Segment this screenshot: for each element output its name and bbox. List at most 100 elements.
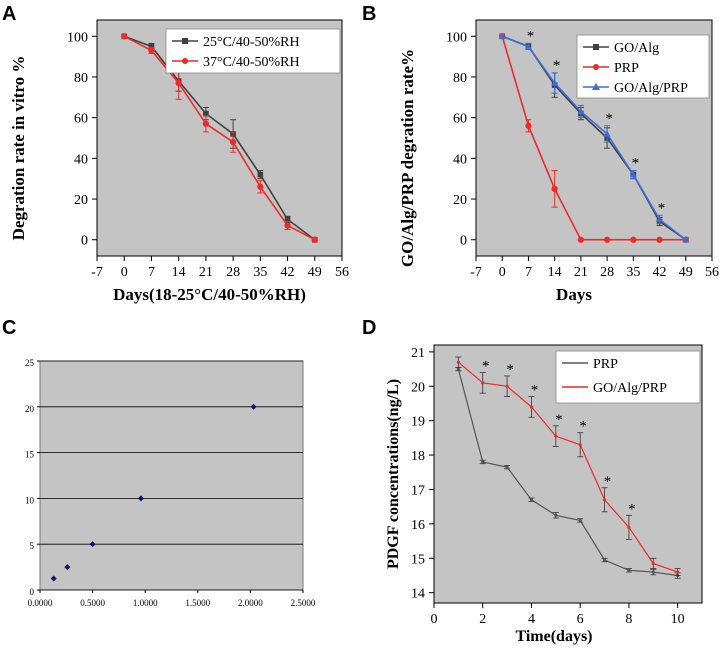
significance-marker: * xyxy=(632,156,640,172)
significance-marker: * xyxy=(527,28,535,44)
data-point xyxy=(203,110,209,117)
significance-marker: * xyxy=(553,58,561,74)
data-point xyxy=(257,171,264,178)
x-tick-label: 0.5000 xyxy=(80,598,105,608)
data-point xyxy=(524,42,532,50)
data-point xyxy=(578,518,582,523)
x-tick-label: -7 xyxy=(91,265,103,280)
legend-box xyxy=(165,28,341,74)
y-tick-label: 80 xyxy=(453,71,467,86)
x-tick-label: 14 xyxy=(172,265,186,280)
data-point xyxy=(529,498,534,502)
y-tick-label: 0 xyxy=(30,587,35,597)
significance-marker: * xyxy=(506,362,514,378)
data-point xyxy=(529,405,534,409)
data-point xyxy=(602,498,607,502)
data-point xyxy=(603,130,611,137)
data-point xyxy=(481,460,485,464)
series-line-prp xyxy=(457,368,678,577)
significance-marker: * xyxy=(555,412,563,428)
y-tick-label: 40 xyxy=(453,152,467,167)
y-tick-label: 20 xyxy=(453,193,467,208)
significance-marker: * xyxy=(482,359,490,375)
significance-marker: * xyxy=(605,111,613,127)
significance-marker: * xyxy=(531,383,539,399)
x-tick-label: 2.5000 xyxy=(291,598,316,608)
data-point xyxy=(602,558,607,562)
x-tick-label: 10 xyxy=(671,612,685,627)
data-point xyxy=(505,465,509,469)
panel-label-b: B xyxy=(362,3,376,25)
x-axis-label: Time(days) xyxy=(515,628,592,645)
data-point xyxy=(651,561,655,566)
data-point xyxy=(651,570,655,574)
data-point xyxy=(229,138,237,146)
x-tick-label: 1.0000 xyxy=(133,598,158,608)
series-line-go-alg-prp xyxy=(501,35,687,241)
legend-label: GO/Alg xyxy=(614,41,659,56)
y-axis-label: PDGF concentrations(ng/L) xyxy=(385,379,402,569)
x-tick-label: 0 xyxy=(499,265,506,280)
data-point xyxy=(578,443,582,447)
x-tick-label: 2 xyxy=(479,612,486,627)
significance-marker: * xyxy=(579,90,587,106)
y-tick-label: 15 xyxy=(411,552,425,567)
data-point xyxy=(630,236,637,243)
data-point xyxy=(64,564,71,571)
x-tick-label: 21 xyxy=(574,265,588,280)
significance-marker: * xyxy=(658,200,666,216)
x-tick-label: 42 xyxy=(653,265,667,280)
legend-label: 25°C/40-50%RH xyxy=(203,35,300,50)
data-point xyxy=(175,79,182,87)
data-point xyxy=(551,79,559,86)
x-tick-label: 49 xyxy=(679,265,693,280)
y-tick-label: 5 xyxy=(30,541,35,551)
data-point xyxy=(50,575,57,582)
significance-marker: * xyxy=(579,419,587,435)
data-point xyxy=(525,122,532,129)
x-tick-label: 49 xyxy=(308,265,322,280)
x-tick-label: 28 xyxy=(226,265,240,280)
y-tick-label: 20 xyxy=(74,193,88,208)
data-point xyxy=(498,32,506,40)
y-tick-label: 18 xyxy=(411,449,425,464)
x-tick-label: 1.5000 xyxy=(185,598,210,608)
data-point xyxy=(284,216,291,223)
x-tick-label: 6 xyxy=(577,612,584,627)
data-point xyxy=(250,403,257,410)
data-point xyxy=(481,381,485,385)
x-tick-label: 4 xyxy=(528,612,535,627)
data-point xyxy=(656,215,664,223)
y-tick-label: 80 xyxy=(74,71,88,86)
y-tick-label: 10 xyxy=(25,495,35,505)
plot-area xyxy=(39,360,304,591)
legend-label: GO/Alg/PRP xyxy=(614,81,688,96)
legend-label: GO/Alg/PRP xyxy=(593,381,667,396)
data-point xyxy=(202,120,210,127)
x-tick-label: 2.0000 xyxy=(238,598,263,608)
legend-label: PRP xyxy=(593,357,618,372)
y-tick-label: 25 xyxy=(25,358,35,368)
x-tick-label: 8 xyxy=(625,612,632,627)
y-tick-label: 0 xyxy=(460,234,467,249)
data-point xyxy=(577,236,585,243)
legend: GO/Alg PRP GO/Alg/PRP xyxy=(576,34,710,99)
data-point xyxy=(456,367,460,371)
x-axis-label: Days(18-25°C/40-50%RH) xyxy=(113,285,306,304)
legend-marker xyxy=(593,64,599,70)
data-point xyxy=(554,434,558,438)
legend-marker xyxy=(182,58,188,64)
y-tick-label: 20 xyxy=(25,404,35,414)
x-tick-label: 21 xyxy=(199,265,213,280)
data-point xyxy=(629,171,637,178)
x-tick-label: 56 xyxy=(705,265,719,280)
panel-label-c: C xyxy=(2,317,16,339)
y-tick-label: 40 xyxy=(74,152,88,167)
x-tick-label: 0.0000 xyxy=(28,598,53,608)
series-line-37-c-40-50-rh xyxy=(123,35,316,241)
chart-panel-d: 0 2 4 6 8 10 14 15 16 17 18 19 20 21 * * * * * * * PRP GO/Al… xyxy=(385,344,703,645)
x-tick-label: 0 xyxy=(121,265,128,280)
y-tick-label: 60 xyxy=(74,112,88,127)
data-point xyxy=(311,236,318,243)
data-point xyxy=(148,47,155,54)
